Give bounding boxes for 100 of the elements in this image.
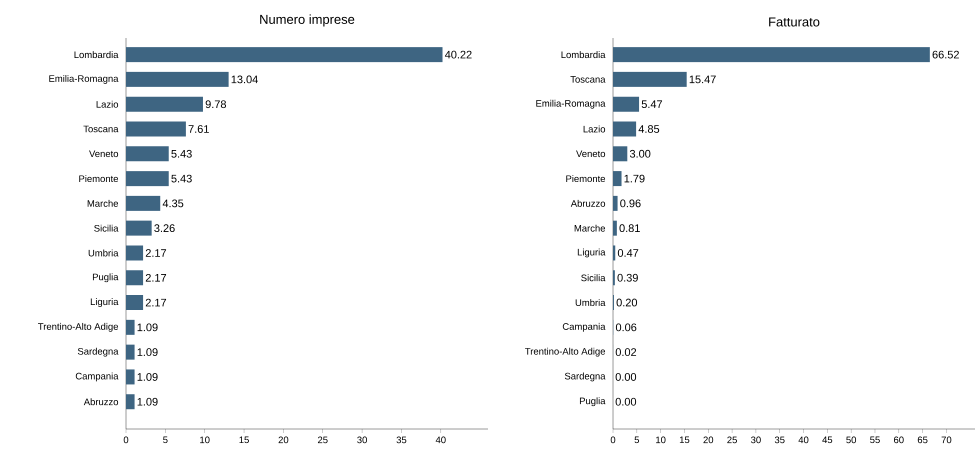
bar — [126, 47, 443, 62]
x-tick-label: 60 — [894, 436, 904, 444]
data-label: 15.47 — [690, 76, 716, 84]
data-label: 1.09 — [138, 398, 158, 406]
y-tick-label: Puglia — [580, 397, 606, 406]
x-tick-label: 20 — [278, 436, 288, 444]
y-tick-label: Umbria — [88, 249, 118, 256]
x-tick-label: 65 — [918, 436, 928, 444]
data-label: 0.47 — [618, 249, 638, 257]
bar — [613, 146, 628, 162]
y-tick-label: Emilia-Romagna — [49, 74, 118, 84]
data-label: 0.02 — [616, 348, 636, 356]
bar — [613, 171, 622, 186]
bar — [613, 72, 687, 87]
data-label: 66.52 — [932, 50, 959, 58]
bar — [613, 121, 636, 136]
y-tick-label: Piemonte — [79, 175, 118, 182]
x-tick-label: 15 — [680, 436, 690, 444]
y-tick-label: Abruzzo — [570, 200, 606, 207]
data-label: 1.79 — [624, 174, 645, 182]
y-tick-label: Liguria — [90, 298, 118, 307]
y-tick-label: Marche — [88, 200, 118, 207]
x-tick-label: 10 — [656, 436, 666, 444]
data-label: 2.17 — [146, 274, 166, 282]
data-label: 1.09 — [138, 348, 158, 356]
data-label: 0.96 — [620, 200, 641, 208]
y-tick-label: Piemonte — [566, 175, 606, 182]
x-tick-label: 5 — [634, 436, 640, 444]
y-tick-label: Lombardia — [74, 51, 118, 58]
x-tick-label: 45 — [822, 436, 832, 444]
x-tick-label: 30 — [750, 436, 761, 444]
bar — [126, 344, 135, 360]
x-tick-label: 50 — [846, 436, 856, 444]
data-label: 2.17 — [146, 249, 166, 257]
y-tick-label: Sardegna — [78, 348, 118, 357]
chart-title: Fatturato — [769, 17, 820, 26]
bar — [126, 220, 152, 236]
data-label: 2.17 — [146, 298, 166, 306]
x-tick-label: 35 — [396, 436, 406, 444]
data-label: 0.00 — [616, 373, 636, 381]
data-label: 5.47 — [642, 100, 662, 108]
bar — [126, 369, 135, 384]
bar — [126, 72, 229, 87]
data-label: 1.09 — [138, 373, 158, 381]
y-tick-label: Lazio — [584, 126, 606, 132]
x-tick-label: 55 — [870, 436, 880, 444]
y-tick-label: Veneto — [89, 150, 118, 158]
y-tick-label: Toscana — [570, 76, 606, 83]
data-label: 4.85 — [638, 125, 660, 133]
y-tick-label: Abruzzo — [84, 398, 118, 406]
bar — [126, 320, 135, 335]
x-tick-label: 20 — [703, 436, 714, 444]
x-tick-label: 0 — [124, 436, 128, 444]
bar — [126, 196, 160, 211]
y-tick-label: Trentino-Alto Adige — [525, 348, 606, 357]
y-tick-label: Campania — [76, 372, 118, 382]
bar — [126, 245, 144, 260]
data-label: 40.22 — [444, 50, 472, 58]
y-tick-label: Lazio — [96, 100, 118, 108]
bar — [613, 220, 617, 236]
data-label: 3.00 — [630, 150, 650, 158]
data-label: 0.81 — [619, 224, 640, 232]
bar — [613, 196, 618, 211]
y-tick-label: Sicilia — [94, 224, 118, 232]
bar — [126, 146, 169, 162]
data-label: 7.61 — [188, 125, 209, 133]
data-label: 13.04 — [232, 76, 258, 84]
y-tick-label: Liguria — [578, 248, 606, 258]
y-tick-label: Sardegna — [564, 372, 606, 382]
data-label: 0.20 — [616, 298, 638, 306]
data-label: 5.43 — [171, 150, 192, 158]
x-tick-label: 35 — [774, 436, 785, 444]
bar — [126, 121, 186, 136]
data-label: 5.43 — [171, 174, 192, 182]
y-tick-label: Veneto — [576, 150, 606, 158]
bar — [613, 96, 640, 112]
x-tick-label: 25 — [318, 436, 328, 444]
x-tick-label: 5 — [163, 436, 168, 444]
x-tick-label: 0 — [610, 436, 616, 444]
x-tick-label: 10 — [200, 436, 210, 444]
data-label: 0.00 — [616, 398, 636, 406]
y-tick-label: Toscana — [83, 126, 118, 132]
bar — [126, 96, 203, 112]
data-label: 0.39 — [617, 274, 638, 282]
x-tick-label: 40 — [436, 436, 446, 444]
y-tick-label: Trentino-Alto Adige — [38, 322, 118, 332]
y-tick-label: Campania — [562, 322, 606, 332]
y-tick-label: Marche — [574, 224, 606, 232]
data-label: 3.26 — [154, 224, 175, 232]
x-tick-label: 30 — [357, 436, 367, 444]
bar — [126, 394, 135, 410]
y-tick-label: Umbria — [576, 299, 606, 306]
data-label: 9.78 — [206, 100, 226, 108]
x-tick-label: 40 — [798, 436, 808, 444]
data-label: 4.35 — [162, 200, 184, 208]
y-tick-label: Sicilia — [581, 274, 606, 282]
data-label: 0.06 — [616, 323, 636, 332]
x-tick-label: 15 — [240, 436, 249, 444]
y-tick-label: Puglia — [92, 273, 118, 282]
chart-title: Numero imprese — [260, 14, 354, 26]
